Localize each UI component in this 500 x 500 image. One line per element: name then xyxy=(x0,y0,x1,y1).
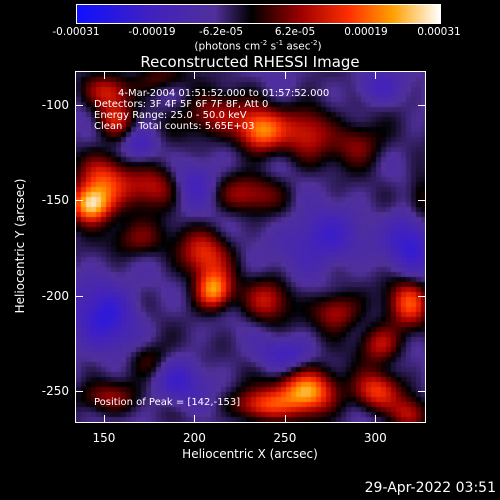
x-tick xyxy=(375,71,377,79)
heatmap-image xyxy=(76,72,425,422)
y-axis-label: Heliocentric Y (arcsec) xyxy=(13,178,27,314)
colorbar-units: (photons cm-2 s-1 asec-2) xyxy=(194,39,321,53)
time-range-text: 4-Mar-2004 01:51:52.000 to 01:57:52.000 xyxy=(118,88,330,99)
plot-area: 4-Mar-2004 01:51:52.000 to 01:57:52.000 … xyxy=(75,71,426,423)
total-counts-text: Clean Total counts: 5.65E+03 xyxy=(94,121,255,132)
peak-position-text: Position of Peak = [142,-153] xyxy=(94,397,241,408)
colorbar xyxy=(76,4,441,24)
timestamp: 29-Apr-2022 03:51 xyxy=(364,480,496,496)
x-tick xyxy=(194,415,196,423)
units-text: (photons cm xyxy=(194,40,261,53)
x-tick xyxy=(194,71,196,79)
x-tick-label: 250 xyxy=(273,431,297,445)
y-tick-label: -100 xyxy=(41,98,69,113)
x-tick-label: 300 xyxy=(363,431,387,445)
units-text: asec xyxy=(283,40,311,53)
y-tick xyxy=(75,200,83,202)
x-tick-label: 150 xyxy=(92,431,116,445)
y-tick xyxy=(418,105,426,107)
x-tick xyxy=(103,415,105,423)
x-tick-label: 200 xyxy=(182,431,206,445)
detectors-text: Detectors: 3F 4F 5F 6F 7F 8F, Att 0 xyxy=(94,99,269,110)
x-tick xyxy=(375,415,377,423)
units-text: s xyxy=(267,40,277,53)
colorbar-label: -6.2e-05 xyxy=(198,26,244,38)
chart-title: Reconstructed RHESSI Image xyxy=(140,53,360,71)
y-tick xyxy=(75,105,83,107)
colorbar-label: -0.00031 xyxy=(52,26,100,38)
units-exponent: -2 xyxy=(260,39,268,47)
y-tick-label: -200 xyxy=(41,288,69,303)
colorbar-label: 6.2e-05 xyxy=(274,26,316,38)
y-tick xyxy=(75,390,83,392)
y-tick xyxy=(75,295,83,297)
y-tick-label: -250 xyxy=(41,383,69,398)
y-tick xyxy=(418,390,426,392)
units-exponent: -2 xyxy=(310,39,318,47)
y-tick xyxy=(418,295,426,297)
y-tick xyxy=(418,200,426,202)
x-tick xyxy=(284,71,286,79)
colorbar-label: 0.00031 xyxy=(417,26,461,38)
x-tick xyxy=(284,415,286,423)
units-text: ) xyxy=(317,40,322,53)
units-exponent: -1 xyxy=(276,39,284,47)
y-tick-label: -150 xyxy=(41,193,69,208)
x-tick xyxy=(103,71,105,79)
colorbar-label: -0.00019 xyxy=(128,26,176,38)
x-axis-label: Heliocentric X (arcsec) xyxy=(182,447,318,461)
colorbar-label: 0.00019 xyxy=(344,26,388,38)
energy-range-text: Energy Range: 25.0 - 50.0 keV xyxy=(94,110,247,121)
